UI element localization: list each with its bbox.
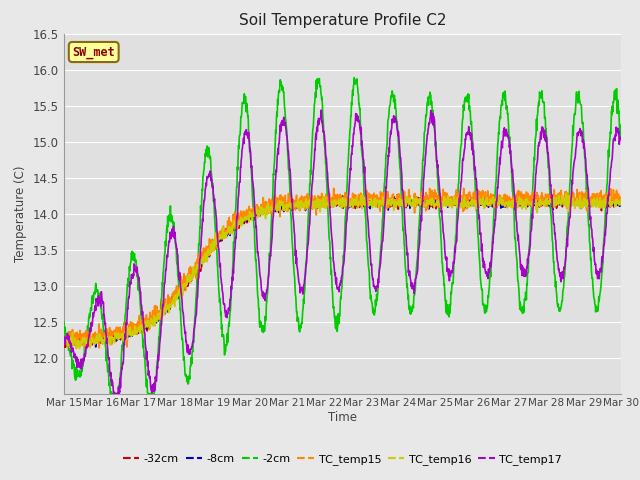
TC_temp16 [429, 200, 437, 206]
-2cm [246, 151, 254, 156]
Y-axis label: Temperature (C): Temperature (C) [15, 165, 28, 262]
-2cm [350, 75, 358, 81]
-32cm [61, 345, 69, 350]
-8cm [246, 215, 254, 221]
TC_temp17 [109, 391, 117, 396]
Title: Soil Temperature Profile C2: Soil Temperature Profile C2 [239, 13, 446, 28]
-32cm [617, 195, 625, 201]
TC_temp17 [617, 135, 625, 141]
TC_temp17 [429, 113, 437, 119]
-32cm [184, 276, 192, 282]
Line: TC_temp16: TC_temp16 [64, 193, 621, 349]
Line: -8cm: -8cm [64, 196, 621, 347]
TC_temp15 [617, 198, 625, 204]
TC_temp15 [81, 346, 89, 352]
TC_temp15 [502, 193, 510, 199]
TC_temp17 [171, 236, 179, 241]
TC_temp16 [184, 276, 192, 282]
-32cm [566, 192, 573, 198]
TC_temp15 [184, 278, 192, 284]
TC_temp17 [246, 150, 254, 156]
TC_temp15 [330, 185, 337, 191]
Legend: -32cm, -8cm, -2cm, TC_temp15, TC_temp16, TC_temp17: -32cm, -8cm, -2cm, TC_temp15, TC_temp16,… [118, 450, 566, 469]
-8cm [429, 199, 437, 204]
-8cm [527, 193, 534, 199]
TC_temp16 [502, 200, 509, 205]
Line: TC_temp15: TC_temp15 [64, 188, 621, 349]
-2cm [60, 319, 68, 325]
-8cm [171, 296, 179, 302]
-32cm [60, 343, 68, 348]
TC_temp15 [246, 206, 254, 212]
TC_temp15 [429, 197, 437, 203]
Line: -32cm: -32cm [64, 195, 621, 348]
TC_temp15 [552, 194, 559, 200]
TC_temp17 [60, 334, 68, 339]
TC_temp17 [552, 237, 559, 242]
-32cm [502, 204, 509, 210]
TC_temp16 [171, 304, 179, 310]
Line: -2cm: -2cm [64, 78, 621, 394]
TC_temp16 [617, 196, 625, 202]
Line: TC_temp17: TC_temp17 [64, 110, 621, 394]
TC_temp17 [317, 107, 325, 113]
TC_temp15 [171, 290, 179, 296]
TC_temp16 [563, 191, 570, 196]
-8cm [92, 344, 100, 350]
Text: SW_met: SW_met [72, 46, 115, 59]
-2cm [552, 284, 559, 290]
-2cm [429, 115, 437, 121]
-8cm [552, 200, 559, 205]
TC_temp16 [72, 346, 80, 352]
-2cm [107, 391, 115, 396]
X-axis label: Time: Time [328, 411, 357, 424]
TC_temp17 [502, 126, 510, 132]
-32cm [171, 294, 179, 300]
-2cm [184, 381, 192, 386]
-2cm [171, 235, 179, 241]
TC_temp16 [60, 340, 68, 346]
TC_temp15 [60, 336, 68, 342]
-32cm [429, 205, 437, 211]
-8cm [184, 279, 192, 285]
-2cm [502, 107, 510, 112]
TC_temp17 [184, 348, 192, 354]
-8cm [617, 199, 625, 204]
TC_temp16 [551, 200, 559, 205]
-8cm [60, 337, 68, 343]
TC_temp16 [246, 214, 254, 219]
-32cm [246, 210, 254, 216]
-2cm [617, 136, 625, 142]
-8cm [502, 202, 509, 208]
-32cm [551, 198, 559, 204]
